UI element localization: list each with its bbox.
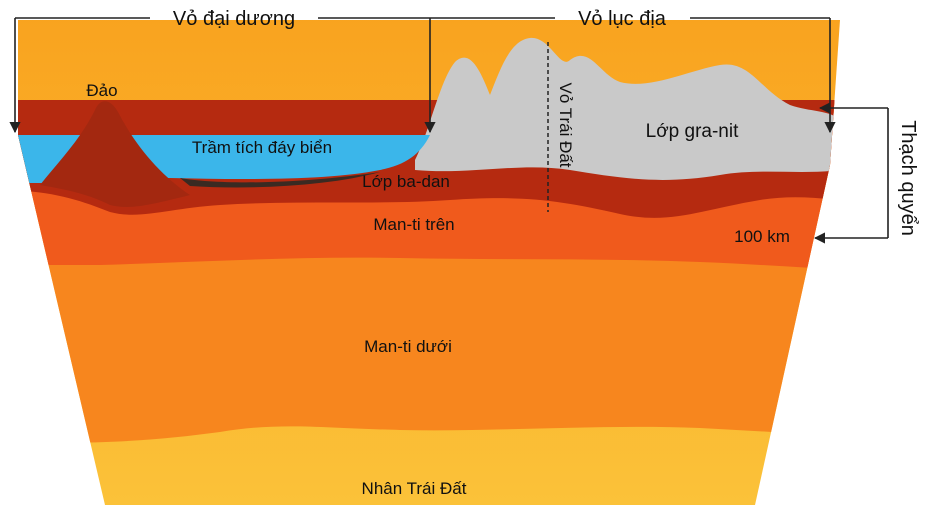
label: Lớp ba-dan xyxy=(362,172,450,191)
label: Vỏ đại dương xyxy=(173,8,295,30)
island xyxy=(40,101,190,207)
label: Thạch quyển xyxy=(897,120,919,236)
granite-layer xyxy=(415,37,840,180)
label: Trầm tích đáy biển xyxy=(192,138,332,157)
label: Lớp gra-nit xyxy=(646,121,739,142)
label: Man-ti trên xyxy=(373,215,454,234)
label: Man-ti dưới xyxy=(364,337,452,356)
label: 100 km xyxy=(734,227,790,246)
label: Đảo xyxy=(86,81,117,100)
sediment-layer xyxy=(180,172,380,188)
label: Vỏ lục địa xyxy=(578,8,667,30)
label: Vỏ Trái Đất xyxy=(556,82,575,167)
label: Nhân Trái Đất xyxy=(362,479,467,498)
